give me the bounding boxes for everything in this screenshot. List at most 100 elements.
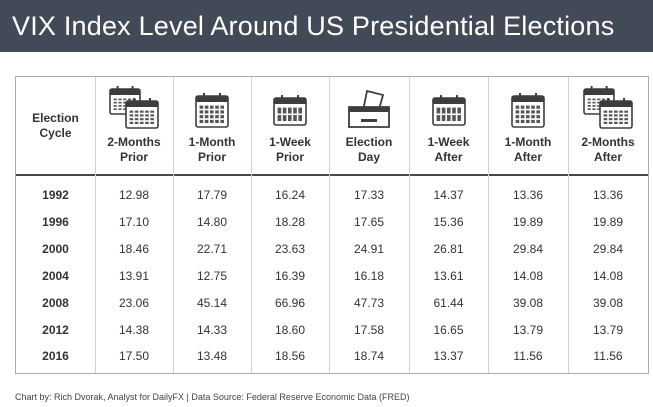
vix-value: 18.28 (274, 214, 306, 229)
election-year: 1992 (42, 188, 69, 202)
table-row: 1996 17.10 14.80 18.28 17.65 15.36 19.89 19.89 (16, 208, 648, 236)
header-icon-wrap (260, 85, 320, 131)
table-row: 2000 18.46 22.71 23.63 24.91 26.81 29.84 29.84 (16, 235, 648, 263)
vix-value: 24.91 (353, 241, 385, 256)
calendar-week-icon (273, 95, 307, 126)
vix-value: 45.14 (196, 295, 228, 310)
vix-value: 11.56 (593, 349, 623, 364)
vix-value: 13.61 (433, 268, 464, 283)
vix-value: 14.33 (196, 322, 228, 337)
vix-value: 14.08 (512, 268, 544, 283)
vix-value: 39.08 (512, 295, 544, 310)
vix-value: 61.44 (433, 295, 464, 310)
table-row: 2004 13.91 12.75 16.39 16.18 13.61 14.08 14.08 (16, 262, 648, 290)
double-calendar-icon (583, 86, 633, 129)
calendar-month-icon (195, 93, 229, 128)
vix-value: 29.84 (592, 241, 624, 256)
calendar-week-icon (431, 95, 466, 126)
vix-value: 13.36 (512, 188, 544, 202)
vix-value: 16.39 (274, 268, 306, 283)
ballot-box-icon (348, 89, 390, 128)
vix-value: 66.96 (274, 295, 306, 310)
header-icon-wrap (498, 85, 558, 131)
vix-value: 22.71 (196, 241, 228, 256)
vix-value: 14.37 (433, 188, 464, 202)
vix-value: 11.56 (513, 349, 543, 364)
election-year: 2004 (42, 268, 69, 283)
vix-value: 17.58 (353, 322, 385, 337)
election-year: 2012 (42, 322, 69, 337)
header-icon-wrap (182, 85, 242, 131)
column-separator (329, 77, 330, 373)
vix-value: 13.79 (592, 322, 624, 337)
header-icon-wrap (419, 85, 479, 131)
vix-value: 17.79 (196, 188, 228, 202)
vix-value: 14.80 (196, 214, 228, 229)
vix-value: 18.60 (274, 322, 306, 337)
table-row: 2016 17.50 13.48 18.56 18.74 13.37 11.56 11.56 (16, 342, 648, 370)
vix-value: 13.91 (118, 268, 150, 283)
column-header: 1-Month Prior (173, 77, 251, 175)
vix-value: 18.74 (353, 349, 385, 364)
header-icon-wrap (339, 85, 399, 131)
column-header-label: 2-Months Prior (107, 135, 161, 164)
double-calendar-icon (109, 86, 159, 129)
column-header: 2-Months Prior (95, 77, 173, 175)
column-header: Election Day (329, 77, 409, 175)
table-row: 1992 12.98 17.79 16.24 17.33 14.37 13.36 13.36 (16, 181, 648, 209)
column-header-label: 1-Month After (504, 135, 552, 164)
column-header-label: Election Day (345, 135, 393, 164)
footer-credit: Chart by: Rich Dvorak, Analyst for Daily… (15, 392, 410, 402)
vix-value: 15.36 (433, 214, 464, 229)
calendar-month-icon (511, 93, 545, 128)
vix-value: 12.98 (118, 188, 150, 202)
vix-value: 17.50 (118, 349, 150, 364)
header-icon-wrap (104, 85, 164, 131)
column-separator (409, 77, 410, 373)
vix-value: 39.08 (592, 295, 624, 310)
vix-value: 16.65 (433, 322, 464, 337)
vix-value: 17.10 (118, 214, 150, 229)
vix-value: 23.63 (274, 241, 306, 256)
column-header-label: 2-Months After (581, 135, 635, 164)
vix-value: 17.65 (353, 214, 385, 229)
vix-value: 26.81 (433, 241, 464, 256)
vix-value: 13.36 (592, 188, 624, 202)
vix-value: 13.79 (512, 322, 544, 337)
column-header: 1-Week After (409, 77, 488, 175)
vix-table: Election Cycle 2-Months Prior 1-Month Prio… (15, 76, 649, 374)
column-header: 2-Months After (568, 77, 648, 175)
election-year: 2008 (42, 295, 69, 310)
vix-value: 16.24 (274, 188, 306, 202)
vix-value: 17.33 (353, 188, 385, 202)
vix-value: 12.75 (196, 268, 228, 283)
vix-value: 23.06 (118, 295, 150, 310)
column-separator (488, 77, 489, 373)
vix-value: 16.18 (353, 268, 385, 283)
column-header: Election Cycle (16, 77, 95, 175)
vix-value: 18.56 (274, 349, 306, 364)
page-title: VIX Index Level Around US Presidential E… (0, 0, 653, 52)
column-header: 1-Month After (488, 77, 568, 175)
column-header-label: Election Cycle (32, 111, 79, 140)
vix-value: 19.89 (592, 214, 624, 229)
column-header-label: 1-Month Prior (188, 135, 236, 164)
header-icon-wrap (578, 85, 638, 131)
vix-value: 14.38 (118, 322, 150, 337)
vix-value: 19.89 (512, 214, 544, 229)
column-header-label: 1-Week After (427, 135, 470, 164)
vix-value: 13.48 (196, 349, 228, 364)
election-year: 2000 (42, 241, 69, 256)
election-year: 2016 (42, 349, 69, 364)
vix-value: 13.37 (433, 349, 464, 364)
column-separator (173, 77, 174, 373)
column-header-label: 1-Week Prior (269, 135, 311, 164)
vix-value: 14.08 (592, 268, 624, 283)
header-divider (16, 174, 648, 176)
table-row: 2008 23.06 45.14 66.96 47.73 61.44 39.08 39.08 (16, 289, 648, 317)
column-header: 1-Week Prior (251, 77, 329, 175)
column-separator (251, 77, 252, 373)
table-header: Election Cycle 2-Months Prior 1-Month Prio… (16, 77, 648, 175)
vix-value: 29.84 (512, 241, 544, 256)
column-separator (95, 77, 96, 373)
